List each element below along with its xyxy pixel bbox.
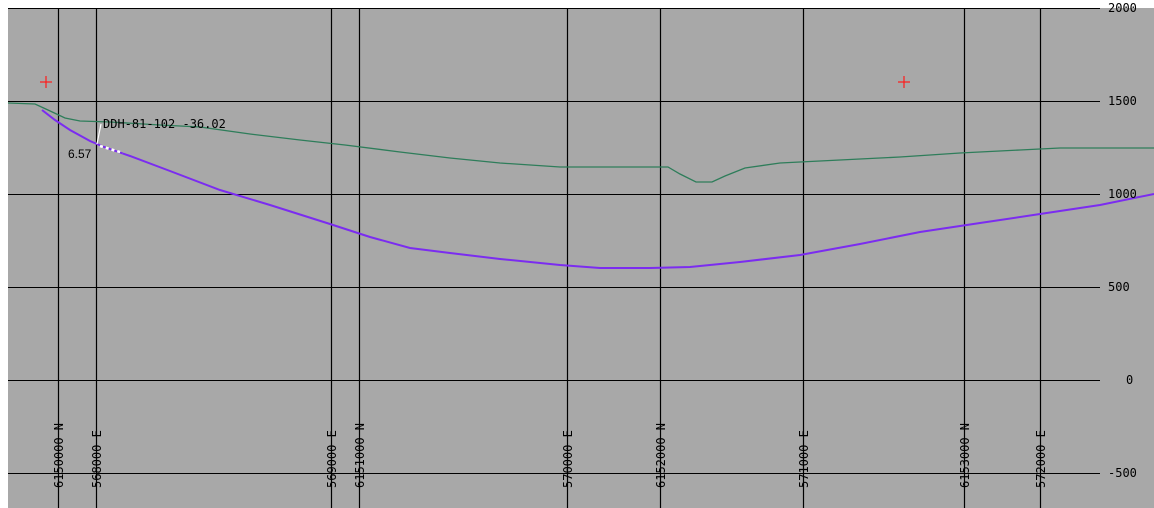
coordinate-label: 6151000 N — [353, 423, 367, 488]
coordinate-label: 568000 E — [90, 430, 104, 488]
topographic-surface-line — [7, 102, 1154, 183]
coordinate-label: 6150000 N — [52, 423, 66, 488]
drillhole-label-leader — [96, 123, 102, 145]
coordinate-grid — [57, 8, 1042, 508]
elevation-label: 1000 — [1108, 187, 1137, 201]
section-plot-area — [8, 8, 1154, 508]
intercept-label: 6.57 — [68, 147, 92, 161]
coordinate-label: 571000 E — [797, 430, 811, 488]
coordinate-label: 572000 E — [1034, 430, 1048, 488]
elevation-axis: 2000 1500 1000 500 0 -500 — [1108, 1, 1137, 480]
survey-marker-2 — [898, 76, 910, 88]
elevation-label: 0 — [1126, 373, 1133, 387]
elevation-label: 1500 — [1108, 94, 1137, 108]
elevation-label: -500 — [1108, 466, 1137, 480]
intercept-marker — [99, 144, 124, 155]
survey-marker-1 — [40, 76, 52, 88]
elevation-grid — [8, 8, 1100, 474]
coordinate-axis: 6150000 N 568000 E 569000 E 6151000 N 57… — [52, 423, 1048, 488]
coordinate-label: 570000 E — [561, 430, 575, 488]
elevation-label: 2000 — [1108, 1, 1137, 15]
coordinate-label: 569000 E — [325, 430, 339, 488]
drillhole-label: DDH-81-102 -36.02 — [103, 117, 226, 131]
coordinate-label: 6153000 N — [958, 423, 972, 488]
coordinate-label: 6152000 N — [654, 423, 668, 488]
elevation-label: 500 — [1108, 280, 1130, 294]
